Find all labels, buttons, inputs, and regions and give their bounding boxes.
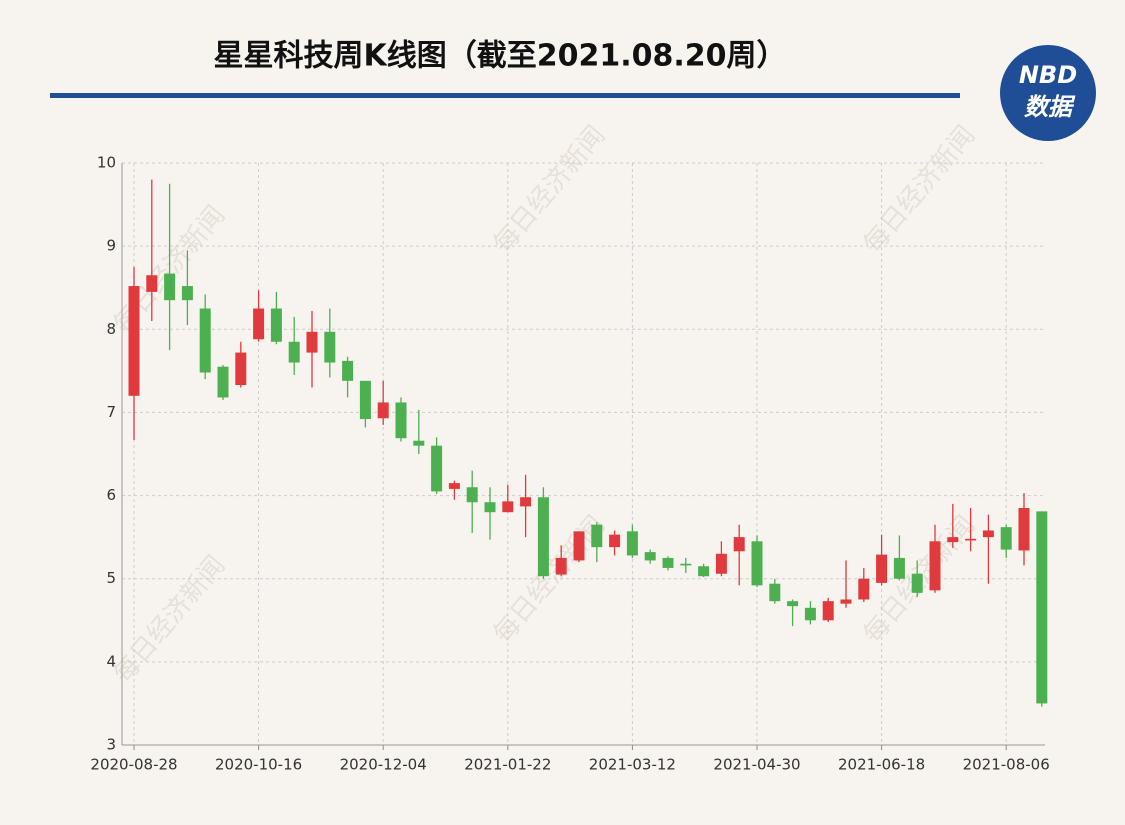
x-tick-label: 2021-01-22: [464, 756, 551, 774]
candle-body: [146, 275, 158, 292]
candle-body: [288, 341, 300, 363]
candle-body: [822, 601, 834, 621]
candle-body: [448, 483, 460, 489]
candle-body: [965, 538, 977, 541]
candle-body: [128, 286, 140, 396]
x-tick-label: 2021-04-30: [713, 756, 800, 774]
logo: [1000, 45, 1096, 141]
candle-body: [555, 557, 567, 575]
candle-body: [751, 541, 763, 586]
candle-body: [359, 380, 371, 420]
candle-body: [947, 537, 959, 543]
y-tick-label: 5: [106, 569, 116, 587]
candle-body: [804, 607, 816, 621]
chart-title: 星星科技周K线图（截至2021.08.20周）: [213, 39, 786, 74]
candle-body: [858, 578, 870, 600]
candle-body: [413, 440, 425, 446]
candle-body: [876, 554, 888, 583]
candle-body: [502, 501, 514, 513]
candle-body: [982, 530, 994, 538]
candle-body: [591, 524, 603, 548]
candle-body: [484, 502, 496, 513]
candle-body: [698, 566, 710, 577]
x-tick-label: 2020-10-16: [215, 756, 302, 774]
candle-body: [929, 541, 941, 591]
y-tick-label: 6: [106, 486, 116, 504]
candle-body: [306, 331, 318, 353]
candle-body: [680, 563, 692, 566]
candle-body: [911, 573, 923, 593]
candle-body: [787, 601, 799, 607]
y-tick-label: 7: [106, 403, 116, 421]
candle-body: [609, 534, 621, 548]
candle-body: [893, 557, 905, 579]
x-tick-label: 2020-08-28: [90, 756, 177, 774]
y-tick-label: 9: [106, 237, 116, 255]
candle-body: [769, 583, 781, 602]
candle-body: [626, 531, 638, 556]
candle-body: [733, 537, 745, 552]
x-tick-label: 2021-03-12: [589, 756, 676, 774]
candle-body: [164, 273, 176, 301]
candle-body: [270, 308, 282, 342]
candle-body: [644, 552, 656, 561]
y-tick-label: 3: [106, 736, 116, 754]
candle-body: [1000, 527, 1012, 550]
title-rule: [50, 93, 960, 98]
candle-body: [377, 402, 389, 419]
candle-body: [1018, 508, 1030, 551]
candle-body: [520, 497, 532, 507]
candle-body: [253, 308, 265, 340]
candle-body: [715, 553, 727, 574]
logo-text: NBD: [1019, 61, 1077, 89]
candle-body: [395, 402, 407, 439]
x-tick-label: 2020-12-04: [340, 756, 427, 774]
y-tick-label: 4: [106, 652, 116, 670]
candle-body: [342, 360, 354, 381]
candle-body: [324, 331, 336, 363]
y-tick-label: 10: [97, 154, 116, 172]
x-tick-label: 2021-06-18: [838, 756, 925, 774]
candle-body: [662, 557, 674, 568]
logo-text: 数据: [1024, 93, 1076, 121]
candle-body: [235, 352, 247, 385]
candle-body: [1036, 511, 1048, 704]
candle-body: [537, 497, 549, 577]
candle-body: [466, 487, 478, 503]
candle-body: [431, 445, 443, 492]
candle-body: [181, 286, 193, 301]
y-tick-label: 8: [106, 320, 116, 338]
candle-body: [217, 366, 229, 398]
candle-body: [840, 599, 852, 604]
candle-body: [199, 308, 211, 373]
x-tick-label: 2021-08-06: [963, 756, 1050, 774]
candle-body: [573, 531, 585, 561]
